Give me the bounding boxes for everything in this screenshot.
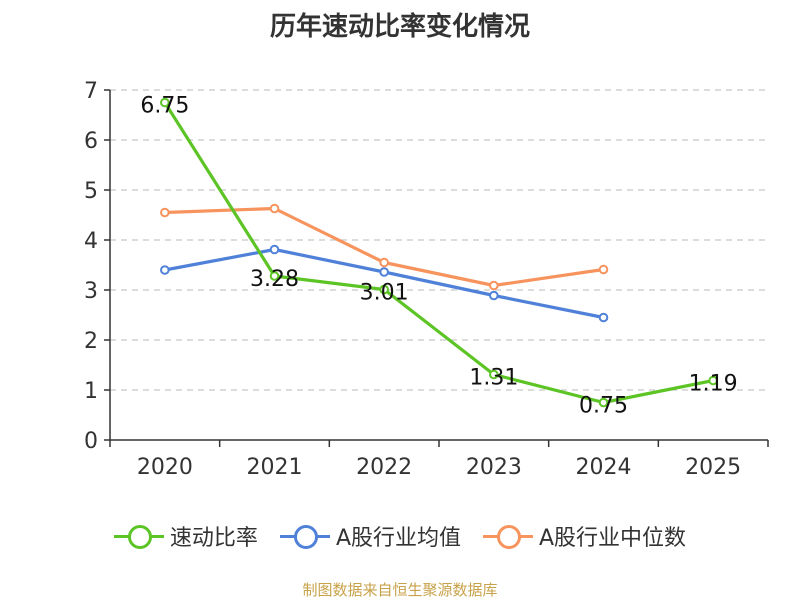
source-note: 制图数据来自恒生聚源数据库 [302,581,498,599]
y-tick-label: 1 [84,379,98,404]
x-axis-ticks: 2020 2021 2022 2023 2024 2025 [109,440,769,480]
data-point [708,375,718,386]
y-tick-label: 5 [84,179,98,204]
x-tick-label: 2020 [137,455,193,480]
legend-marker-icon [113,525,164,549]
data-point [598,397,609,408]
data-point [489,290,499,301]
legend-marker-icon [483,525,533,549]
data-label: 3.01 [360,281,409,306]
data-label: 6.75 [140,94,189,119]
data-labels: 6.75 3.28 3.01 1.31 0.75 1.19 [140,94,737,419]
legend-label: 速动比率 [169,526,258,551]
grid-lines [110,89,768,391]
y-tick-label: 7 [84,79,98,104]
data-label: 0.75 [579,394,628,419]
data-point [160,207,170,218]
data-point [489,280,499,291]
data-point [489,369,499,380]
data-label: 3.28 [250,267,299,292]
legend-item-quick-ratio[interactable]: 速动比率 [113,520,258,552]
series-line [163,101,714,405]
x-tick-label: 2021 [247,455,303,480]
y-tick-label: 6 [84,129,98,154]
x-tick-label: 2024 [576,455,632,480]
data-point [160,265,170,275]
data-label: 1.19 [689,372,738,397]
y-tick-label: 3 [84,279,98,304]
series-group [160,97,718,408]
data-point [269,203,280,214]
x-tick-label: 2023 [466,455,522,480]
axes [109,90,768,441]
data-point [269,271,280,281]
legend-item-industry-median[interactable]: A股行业中位数 [483,520,686,552]
data-point [379,284,389,295]
legend-label: A股行业中位数 [539,526,687,551]
chart-title: 历年速动比率变化情况 [269,12,530,42]
data-point [379,257,389,268]
x-tick-label: 2022 [356,455,412,480]
y-tick-label: 0 [84,429,98,454]
legend-item-industry-mean[interactable]: A股行业均值 [279,520,461,552]
data-point [160,97,170,108]
y-axis-ticks: 0 1 2 3 4 5 6 7 [84,79,110,454]
data-point [379,267,389,277]
data-label: 1.31 [469,366,518,391]
y-tick-label: 4 [84,229,98,254]
data-point [598,264,609,275]
y-tick-label: 2 [84,329,98,354]
data-point [598,312,609,323]
legend: 速动比率 A股行业均值 A股行业中位数 [0,518,800,554]
legend-label: A股行业均值 [335,526,461,551]
legend-marker-icon [279,525,330,549]
x-tick-label: 2025 [685,455,741,480]
data-point [269,244,280,255]
